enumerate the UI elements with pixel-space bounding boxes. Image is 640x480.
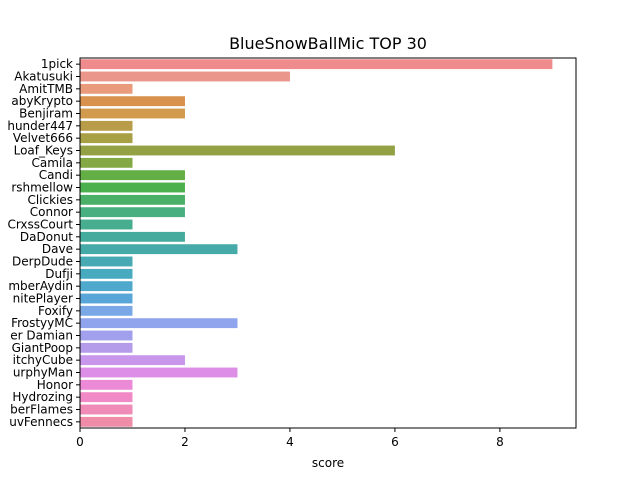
bar-8: [80, 157, 133, 168]
bar-5: [80, 120, 133, 131]
bar-14: [80, 231, 185, 242]
bar-17: [80, 268, 133, 279]
bar-11: [80, 194, 185, 205]
bar-0: [80, 59, 553, 70]
y-tick-label-5: hunder447: [7, 119, 73, 133]
y-tick-label-29: uvFennecs: [9, 415, 73, 429]
y-tick-label-0: 1pick: [41, 57, 73, 71]
y-tick-label-6: Velvet666: [13, 131, 73, 145]
y-tick-label-23: GiantPoop: [12, 341, 73, 355]
y-axis-ticks: 1pickAkatusukiAmitTMBabyKryptoBenjiramhu…: [7, 57, 80, 429]
bar-3: [80, 96, 185, 107]
bar-4: [80, 108, 185, 119]
bar-20: [80, 305, 133, 316]
bar-24: [80, 355, 185, 366]
y-tick-label-15: Dave: [42, 242, 73, 256]
x-axis-label: score: [312, 456, 344, 470]
y-tick-label-27: Hydrozing: [12, 390, 73, 404]
bar-9: [80, 170, 185, 181]
y-tick-label-10: rshmellow: [11, 181, 73, 195]
x-tick-label-4: 8: [496, 435, 504, 449]
bar-26: [80, 379, 133, 390]
bar-28: [80, 404, 133, 415]
y-tick-label-17: Dufji: [45, 267, 73, 281]
y-tick-label-9: Candi: [39, 168, 73, 182]
bars-group: [80, 59, 553, 427]
bar-27: [80, 392, 133, 403]
y-tick-label-21: FrostyyMC: [11, 316, 73, 330]
chart-title: BlueSnowBallMic TOP 30: [229, 34, 427, 53]
y-tick-label-14: DaDonut: [20, 230, 73, 244]
bar-7: [80, 145, 395, 156]
y-tick-label-1: Akatusuki: [14, 70, 73, 84]
x-tick-label-2: 4: [286, 435, 294, 449]
y-tick-label-20: Foxify: [38, 304, 73, 318]
y-tick-label-26: Honor: [37, 378, 73, 392]
bar-12: [80, 207, 185, 218]
y-tick-label-7: Loaf_Keys: [14, 144, 73, 158]
bar-10: [80, 182, 185, 193]
x-tick-label-0: 0: [76, 435, 84, 449]
x-axis-ticks: 0 2 4 6 8: [76, 428, 504, 449]
bar-15: [80, 244, 238, 255]
bar-25: [80, 367, 238, 378]
bar-1: [80, 71, 290, 82]
y-tick-label-24: itchyCube: [13, 353, 73, 367]
y-tick-label-2: AmitTMB: [19, 82, 73, 96]
y-tick-label-25: urphyMan: [13, 366, 73, 380]
y-tick-label-4: Benjiram: [19, 107, 73, 121]
bar-18: [80, 281, 133, 292]
y-tick-label-13: CrxssCourt: [7, 218, 73, 232]
bar-16: [80, 256, 133, 267]
bar-29: [80, 416, 133, 427]
y-tick-label-11: Clickies: [27, 193, 73, 207]
bar-6: [80, 133, 133, 144]
bar-22: [80, 330, 133, 341]
y-tick-label-3: abyKrypto: [11, 94, 73, 108]
bar-13: [80, 219, 133, 230]
bar-23: [80, 342, 133, 353]
x-tick-label-1: 2: [181, 435, 189, 449]
bar-21: [80, 318, 238, 329]
y-tick-label-22: er Damian: [10, 329, 73, 343]
bar-19: [80, 293, 133, 304]
y-tick-label-16: DerpDude: [12, 255, 73, 269]
y-tick-label-12: Connor: [30, 205, 73, 219]
bar-2: [80, 83, 133, 94]
y-tick-label-28: berFlames: [10, 403, 73, 417]
y-tick-label-18: mberAydin: [8, 279, 73, 293]
x-tick-label-3: 6: [391, 435, 399, 449]
plot-frame: [79, 57, 577, 429]
y-tick-label-8: Camila: [32, 156, 73, 170]
y-tick-label-19: nitePlayer: [13, 292, 73, 306]
